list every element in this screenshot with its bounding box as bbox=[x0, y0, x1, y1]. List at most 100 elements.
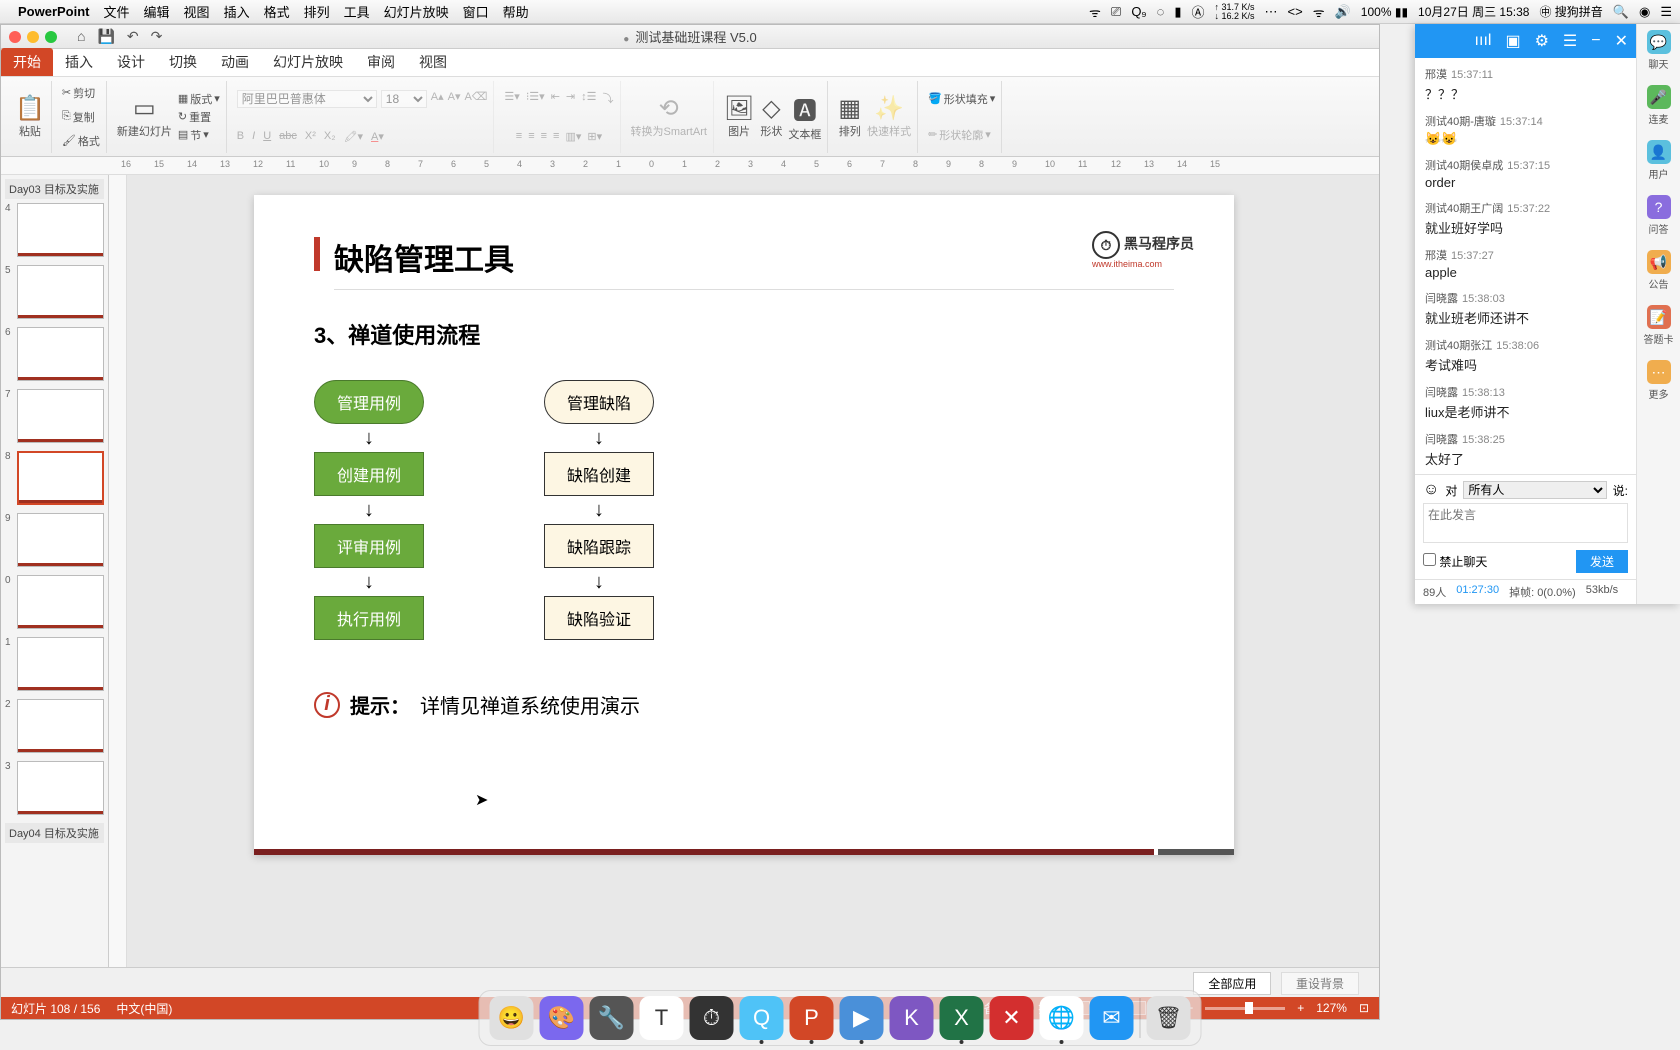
language-status[interactable]: 中文(中国) bbox=[116, 1000, 172, 1017]
ribbon-tab[interactable]: 插入 bbox=[53, 48, 105, 76]
status-icon[interactable]: ⎚ bbox=[1111, 4, 1121, 20]
cut-button[interactable]: ✂ 剪切 bbox=[62, 85, 95, 101]
battery-status[interactable]: 100% ▮▮ bbox=[1361, 5, 1408, 19]
dock-app[interactable]: ▶ bbox=[840, 996, 884, 1040]
fit-icon[interactable]: ⊡ bbox=[1359, 1001, 1369, 1015]
slide-counter[interactable]: 幻灯片 108 / 156 bbox=[11, 1000, 100, 1017]
align-left-icon[interactable]: ≡ bbox=[516, 130, 522, 143]
ime-status[interactable]: ㊥ 搜狗拼音 bbox=[1539, 3, 1602, 20]
dock-app[interactable]: ✕ bbox=[990, 996, 1034, 1040]
strike-icon[interactable]: abc bbox=[279, 130, 297, 143]
menu-item[interactable]: 视图 bbox=[184, 5, 210, 20]
indent-right-icon[interactable]: ⇥ bbox=[566, 90, 575, 106]
clear-format-icon[interactable]: A⌫ bbox=[465, 90, 488, 108]
quick-style-button[interactable]: ✨快速样式 bbox=[867, 94, 911, 139]
outline-section-header[interactable]: Day03 目标及实施 bbox=[5, 179, 104, 199]
dock-app[interactable]: X bbox=[940, 996, 984, 1040]
emoji-icon[interactable]: ☺ bbox=[1423, 481, 1439, 499]
send-button[interactable]: 发送 bbox=[1576, 550, 1628, 573]
underline-icon[interactable]: U bbox=[263, 130, 271, 143]
slide-thumbnail[interactable]: 8 bbox=[5, 451, 104, 505]
menu-item[interactable]: 窗口 bbox=[463, 5, 489, 20]
slide-thumbnail[interactable]: 7 bbox=[5, 389, 104, 443]
dock-app[interactable]: 🎨 bbox=[540, 996, 584, 1040]
status-icon[interactable]: ᯤ bbox=[1089, 3, 1101, 21]
status-icon[interactable]: ⋯ bbox=[1265, 4, 1278, 20]
line-spacing-icon[interactable]: ↕☰ bbox=[581, 90, 596, 106]
menu-item[interactable]: 插入 bbox=[224, 5, 250, 20]
menu-icon[interactable]: ☰ bbox=[1563, 31, 1577, 51]
new-slide-button[interactable]: ▭新建幻灯片 bbox=[117, 94, 172, 139]
dock-app[interactable]: 😀 bbox=[490, 996, 534, 1040]
chat-side-item[interactable]: 💬聊天 bbox=[1647, 30, 1671, 71]
recipient-select[interactable]: 所有人 bbox=[1463, 481, 1606, 499]
chat-side-item[interactable]: 📢公告 bbox=[1647, 250, 1671, 291]
dock-app[interactable]: ⏱ bbox=[690, 996, 734, 1040]
subscript-icon[interactable]: X₂ bbox=[324, 130, 336, 143]
numbering-icon[interactable]: ⁝☰▾ bbox=[526, 90, 545, 106]
ribbon-tab[interactable]: 审阅 bbox=[355, 48, 407, 76]
status-icon[interactable]: ◌ bbox=[1157, 4, 1165, 19]
home-icon[interactable]: ⌂ bbox=[77, 28, 85, 45]
menu-item[interactable]: 幻灯片放映 bbox=[384, 5, 449, 20]
close-icon[interactable]: ✕ bbox=[1615, 31, 1628, 51]
minimize-icon[interactable]: − bbox=[1591, 32, 1600, 50]
app-name[interactable]: PowerPoint bbox=[18, 4, 90, 19]
arrange-button[interactable]: ▦排列 bbox=[838, 94, 861, 139]
ribbon-tab[interactable]: 开始 bbox=[1, 48, 53, 76]
status-icon[interactable]: <> bbox=[1288, 4, 1303, 19]
shape-button[interactable]: ◇形状 bbox=[760, 94, 782, 139]
justify-icon[interactable]: ≡ bbox=[553, 130, 559, 143]
slide-thumbnail[interactable]: 6 bbox=[5, 327, 104, 381]
siri-icon[interactable]: ◉ bbox=[1639, 4, 1650, 20]
ribbon-tab[interactable]: 视图 bbox=[407, 48, 459, 76]
copy-button[interactable]: ⎘ 复制 bbox=[62, 109, 95, 125]
dock-app[interactable]: 🔧 bbox=[590, 996, 634, 1040]
slide-thumbnail[interactable]: 2 bbox=[5, 699, 104, 753]
menu-item[interactable]: 帮助 bbox=[503, 5, 529, 20]
status-icon[interactable]: Q₉ bbox=[1131, 4, 1146, 19]
shape-outline-button[interactable]: ✏ 形状轮廓 ▾ bbox=[928, 127, 991, 143]
apply-all-button[interactable]: 全部应用 bbox=[1193, 972, 1271, 995]
ribbon-tab[interactable]: 切换 bbox=[157, 48, 209, 76]
dock-app[interactable]: T bbox=[640, 996, 684, 1040]
status-icon[interactable]: ▮ bbox=[1174, 4, 1181, 20]
bold-icon[interactable]: B bbox=[237, 130, 244, 143]
shape-fill-button[interactable]: 🪣 形状填充 ▾ bbox=[928, 91, 995, 107]
slide-thumbnail[interactable]: 3 bbox=[5, 761, 104, 815]
slide-thumbnail[interactable]: 1 bbox=[5, 637, 104, 691]
chat-side-item[interactable]: ⋯更多 bbox=[1647, 360, 1671, 401]
zoom-in-icon[interactable]: + bbox=[1297, 1001, 1304, 1015]
section-button[interactable]: ▤ 节 ▾ bbox=[178, 127, 209, 143]
layout-button[interactable]: ▦ 版式 ▾ bbox=[178, 91, 220, 107]
increase-font-icon[interactable]: A▴ bbox=[431, 90, 444, 108]
volume-icon[interactable]: 🔊 bbox=[1335, 4, 1351, 20]
control-center-icon[interactable]: ☰ bbox=[1660, 4, 1672, 20]
zoom-level[interactable]: 127% bbox=[1316, 1001, 1347, 1015]
dock-app[interactable]: 🌐 bbox=[1040, 996, 1084, 1040]
align-text-icon[interactable]: ⊞▾ bbox=[587, 130, 602, 143]
text-direction-icon[interactable]: ⤵ bbox=[603, 90, 614, 106]
traffic-lights[interactable] bbox=[9, 31, 57, 43]
datetime[interactable]: 10月27日 周三 15:38 bbox=[1418, 3, 1529, 20]
reset-button[interactable]: ↻ 重置 bbox=[178, 109, 211, 125]
format-painter-button[interactable]: 🖌 格式 bbox=[62, 133, 100, 149]
chat-side-item[interactable]: 🎤连麦 bbox=[1647, 85, 1671, 126]
columns-icon[interactable]: ▥▾ bbox=[565, 130, 581, 143]
indent-left-icon[interactable]: ⇤ bbox=[551, 90, 560, 106]
settings-icon[interactable]: ⚙ bbox=[1535, 31, 1549, 51]
dock-app[interactable]: K bbox=[890, 996, 934, 1040]
chat-input[interactable] bbox=[1423, 503, 1628, 543]
redo-icon[interactable]: ↷ bbox=[151, 28, 163, 45]
align-center-icon[interactable]: ≡ bbox=[528, 130, 534, 143]
mute-checkbox[interactable]: 禁止聊天 bbox=[1423, 553, 1487, 570]
menu-item[interactable]: 工具 bbox=[344, 5, 370, 20]
font-select[interactable]: 阿里巴巴普惠体 bbox=[237, 90, 377, 108]
wifi-icon[interactable]: ᯤ bbox=[1313, 3, 1325, 21]
slide-thumbnails[interactable]: Day03 目标及实施 4567890123 Day04 目标及实施 bbox=[1, 175, 109, 997]
font-color-icon[interactable]: A▾ bbox=[371, 130, 384, 143]
menu-item[interactable]: 编辑 bbox=[144, 5, 170, 20]
status-icon[interactable]: Ⓐ bbox=[1191, 2, 1204, 21]
slide[interactable]: 缺陷管理工具 ⏱黑马程序员 www.itheima.com 3、禅道使用流程 管… bbox=[254, 195, 1234, 855]
zoom-slider[interactable] bbox=[1205, 1007, 1285, 1010]
